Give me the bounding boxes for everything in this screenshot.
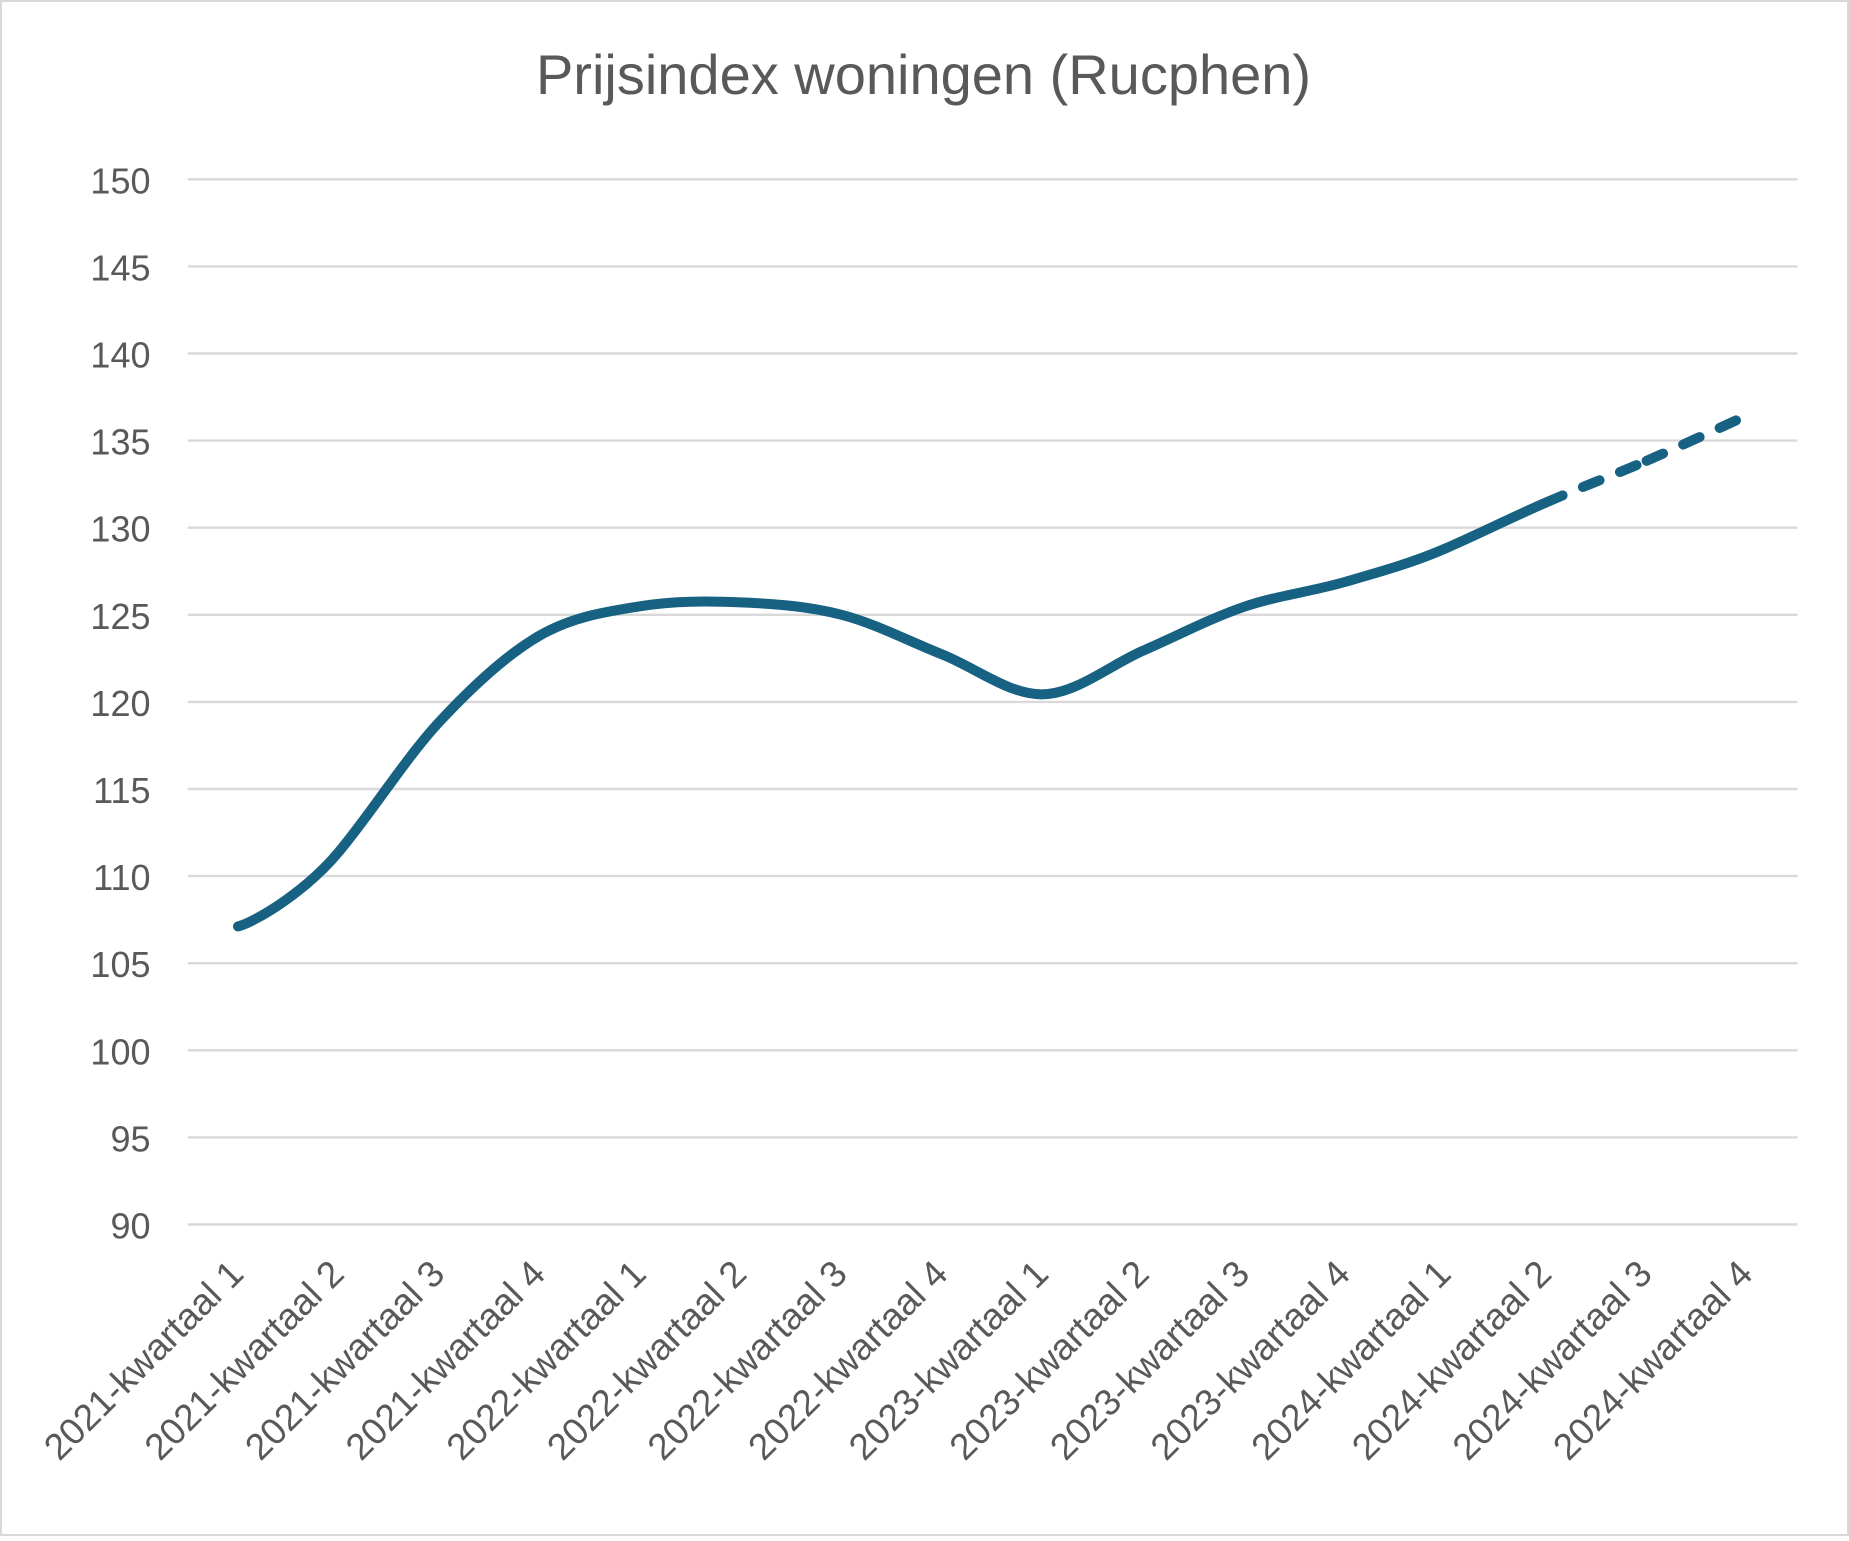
svg-text:Prijsindex woningen (Rucphen): Prijsindex woningen (Rucphen) [536,43,1311,106]
svg-text:100: 100 [90,1031,150,1072]
svg-text:130: 130 [90,509,150,550]
svg-text:115: 115 [93,770,150,811]
svg-text:135: 135 [90,422,150,463]
svg-text:95: 95 [110,1118,150,1159]
svg-text:150: 150 [90,160,150,201]
svg-text:105: 105 [90,944,150,985]
svg-text:140: 140 [90,335,150,376]
svg-text:145: 145 [90,247,150,288]
svg-text:110: 110 [93,857,150,898]
svg-text:120: 120 [90,683,150,724]
svg-text:125: 125 [90,596,150,637]
svg-text:90: 90 [110,1206,150,1247]
